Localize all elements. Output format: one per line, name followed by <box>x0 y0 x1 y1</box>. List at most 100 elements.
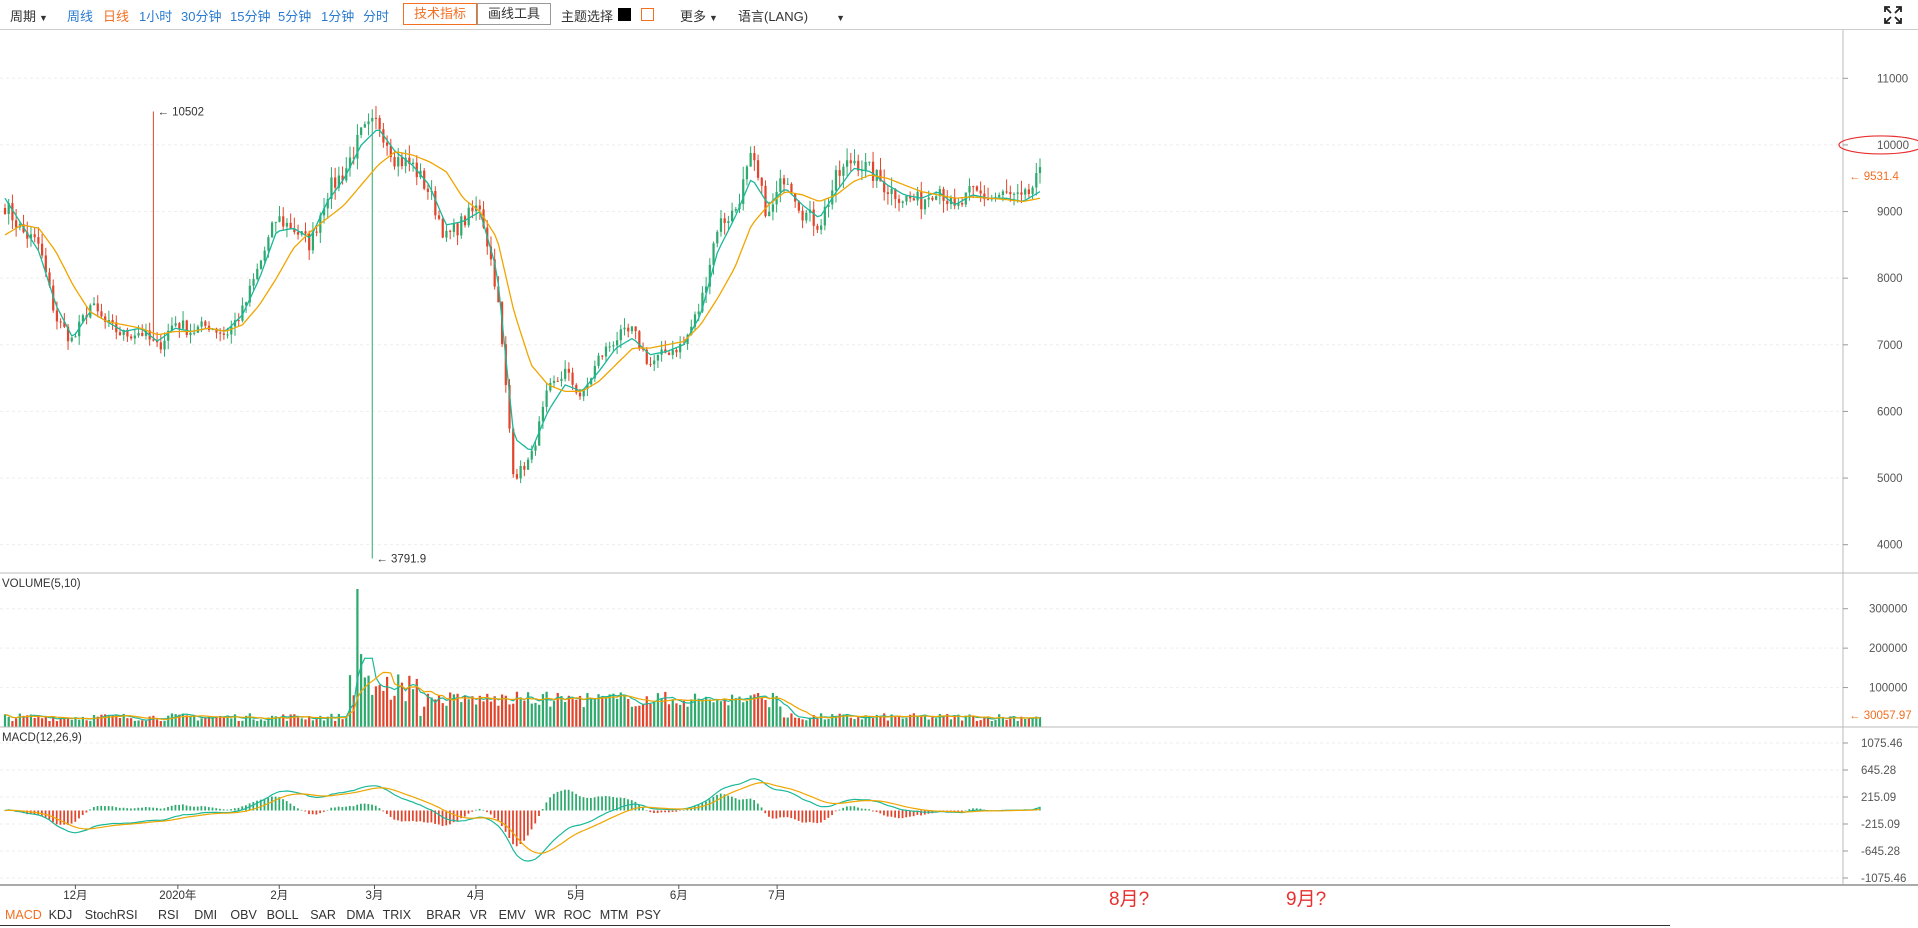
indicator-boll[interactable]: BOLL <box>266 908 299 922</box>
volume-bar <box>419 715 422 727</box>
volume-bar <box>541 694 545 727</box>
volume-bar <box>764 699 767 727</box>
indicator-psy[interactable]: PSY <box>636 908 662 922</box>
volume-bar <box>289 714 292 727</box>
drawing-tools-button[interactable]: 画线工具 <box>477 3 552 25</box>
volume-bar <box>400 682 404 727</box>
more-dropdown[interactable]: 更多 ▼ <box>680 9 718 24</box>
candle-body <box>571 372 574 385</box>
candle-body <box>259 260 263 269</box>
candle-body <box>478 205 481 210</box>
macd-bar <box>293 806 296 811</box>
x-tick-label: 2020年 <box>159 888 196 902</box>
indicator-sar[interactable]: SAR <box>310 908 336 922</box>
volume-bar <box>990 720 993 727</box>
theme-light-swatch[interactable] <box>641 8 654 21</box>
indicator-trix[interactable]: TRIX <box>382 908 412 922</box>
chart-grid <box>0 77 1843 879</box>
indicator-kdj[interactable]: KDJ <box>48 908 73 922</box>
macd-bar <box>552 793 555 811</box>
volume-bar <box>430 697 433 727</box>
macd-tick-label: -645.28 <box>1861 846 1900 858</box>
volume-bar <box>259 719 263 727</box>
volume-bar <box>115 714 118 727</box>
candle-body <box>289 222 292 230</box>
volume-bar <box>871 718 875 727</box>
tab-weekly[interactable]: 周线 <box>67 9 94 24</box>
volume-bar <box>489 701 493 727</box>
macd-bar <box>879 810 882 814</box>
volume-bar <box>341 719 344 727</box>
macd-bar <box>871 810 874 812</box>
macd-bar <box>389 810 392 817</box>
tab-5m[interactable]: 5分钟 <box>278 9 312 24</box>
chart-area[interactable]: 11000 10000 9000 8000 7000 6000 5000 4000 300000… <box>0 30 1918 903</box>
volume-bar <box>159 721 162 727</box>
indicator-wr[interactable]: WR <box>534 908 556 922</box>
volume-bar <box>449 692 452 727</box>
volume-bar <box>972 715 975 727</box>
candle-body <box>230 326 233 335</box>
candle-body <box>308 233 311 251</box>
macd-bar <box>857 807 859 811</box>
macd-bar <box>371 804 373 811</box>
tab-15m[interactable]: 15分钟 <box>230 9 271 24</box>
indicator-roc[interactable]: ROC <box>563 908 592 922</box>
tab-30m[interactable]: 30分钟 <box>181 9 222 24</box>
candle-body <box>805 212 808 221</box>
volume-bar <box>389 699 392 727</box>
volume-bar <box>853 719 856 727</box>
indicator-obv[interactable]: OBV <box>230 908 257 922</box>
volume-bar <box>864 715 867 727</box>
indicator-dma[interactable]: DMA <box>346 908 375 922</box>
indicator-vr[interactable]: VR <box>469 908 488 922</box>
macd-bar <box>504 810 507 832</box>
volume-bar <box>322 720 326 727</box>
volume-bar <box>656 693 660 727</box>
indicator-stochrsi[interactable]: StochRSI <box>84 908 138 922</box>
language-dropdown[interactable]: 语言(LANG) ▼ <box>738 9 845 24</box>
macd-bar <box>897 810 900 819</box>
tab-1m[interactable]: 1分钟 <box>321 9 355 24</box>
tech-indicator-button[interactable]: 技术指标 <box>403 3 478 25</box>
tab-daily[interactable]: 日线 <box>103 9 130 24</box>
indicator-rsi[interactable]: RSI <box>158 908 179 922</box>
tab-1h[interactable]: 1小时 <box>139 9 173 24</box>
candle-body <box>638 331 641 349</box>
volume-bar <box>671 699 674 727</box>
price-tick-label: 6000 <box>1877 406 1903 418</box>
volume-bar <box>786 717 789 727</box>
candle-body <box>141 332 144 336</box>
macd-bar <box>831 810 833 816</box>
candle-body <box>886 192 890 195</box>
macd-bar <box>226 809 229 811</box>
volume-bar <box>909 714 912 727</box>
period-dropdown[interactable]: 周期 ▼ <box>10 9 48 24</box>
candle-body <box>905 195 908 202</box>
macd-bar <box>100 805 103 811</box>
macd-bar <box>541 808 544 811</box>
macd-bar <box>894 810 896 818</box>
volume-bar <box>857 717 860 727</box>
volume-bar <box>467 699 470 727</box>
volume-bar <box>133 720 136 727</box>
volume-bar <box>816 718 819 727</box>
indicator-mtm[interactable]: MTM <box>599 908 629 922</box>
macd-bar <box>215 808 218 811</box>
indicator-macd[interactable]: MACD <box>5 908 42 922</box>
volume-bar <box>267 717 270 727</box>
candle-body <box>460 216 463 236</box>
indicator-emv[interactable]: EMV <box>498 908 526 922</box>
theme-dark-swatch[interactable] <box>618 8 631 21</box>
indicator-dmi[interactable]: DMI <box>194 908 218 922</box>
volume-bar <box>274 716 277 727</box>
indicator-brar[interactable]: BRAR <box>426 908 461 922</box>
fullscreen-icon[interactable] <box>1884 6 1902 24</box>
volume-bar <box>730 694 734 727</box>
macd-bar <box>790 810 793 819</box>
candle-body <box>267 237 270 251</box>
chart-axes: 11000 10000 9000 8000 7000 6000 5000 4000 300000… <box>0 30 1918 902</box>
tab-timeshare[interactable]: 分时 <box>363 9 390 24</box>
volume-bar <box>423 706 426 727</box>
candle-body <box>11 203 14 221</box>
